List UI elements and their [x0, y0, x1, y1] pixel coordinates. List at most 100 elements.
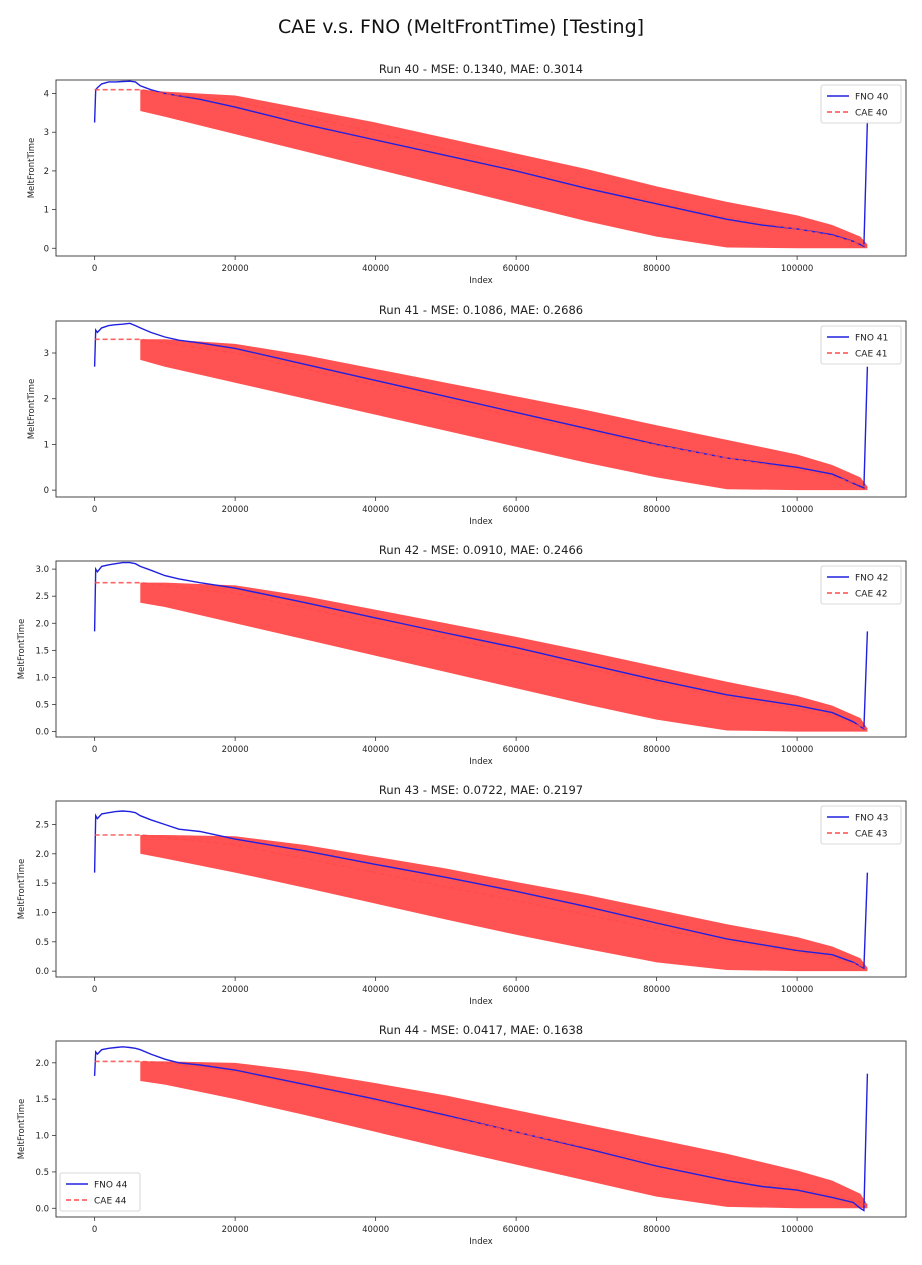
y-tick-label: 0.5 [35, 701, 49, 711]
series-line-cae [94, 338, 868, 489]
x-tick-label: 40000 [362, 745, 389, 755]
y-tick-label: 0 [44, 486, 49, 496]
plot-area [93, 561, 869, 732]
x-tick-label: 100000 [781, 985, 813, 995]
x-tick-label: 0 [92, 745, 97, 755]
axes-frame [55, 320, 907, 498]
subplot-title: Run 44 - MSE: 0.0417, MAE: 0.1638 [379, 1023, 583, 1037]
y-tick-label: 4 [44, 90, 49, 100]
x-tick-label: 100000 [781, 745, 813, 755]
y-tick-label: 0 [44, 244, 49, 254]
cae-band [140, 339, 868, 491]
x-tick-label: 40000 [362, 264, 389, 274]
x-tick-label: 80000 [643, 264, 670, 274]
legend-box [820, 565, 902, 605]
x-axis-label: Index [469, 757, 492, 767]
y-axis-label: MeltFrontTime [27, 379, 37, 440]
x-tick-label: 100000 [781, 264, 813, 274]
cae-band [140, 582, 868, 732]
y-axis-label: MeltFrontTime [27, 138, 37, 199]
subplot-2: Run 42 - MSE: 0.0910, MAE: 0.2466 0 20000 4… [17, 543, 907, 767]
x-tick-label: 20000 [222, 505, 249, 515]
y-axis-label: MeltFrontTime [17, 859, 27, 920]
legend-label: CAE 42 [855, 590, 887, 600]
plot-area [93, 322, 869, 491]
x-tick-label: 60000 [503, 745, 530, 755]
series-line-fno [93, 322, 869, 489]
y-tick-label: 1.5 [35, 646, 49, 656]
legend-label: CAE 40 [855, 109, 888, 119]
x-tick-label: 0 [92, 505, 97, 515]
y-tick-label: 1 [44, 206, 49, 216]
legend: FNO 40 CAE 40 [820, 84, 902, 124]
x-tick-label: 0 [92, 985, 97, 995]
y-tick-label: 2.5 [35, 820, 49, 830]
x-axis-label: Index [469, 997, 492, 1007]
plot-area [93, 80, 869, 249]
x-tick-label: 40000 [362, 505, 389, 515]
y-tick-label: 1.5 [35, 879, 49, 889]
x-tick-label: 20000 [222, 985, 249, 995]
legend: FNO 41 CAE 41 [820, 325, 902, 365]
series-line-fno [93, 1046, 869, 1212]
x-tick-label: 60000 [503, 264, 530, 274]
y-tick-label: 2.5 [35, 592, 49, 602]
series-line-fno [93, 561, 869, 731]
subplot-3: Run 43 - MSE: 0.0722, MAE: 0.2197 0 20000 4… [17, 783, 907, 1007]
legend-label: CAE 41 [855, 350, 887, 360]
y-tick-label: 0.0 [35, 1204, 49, 1214]
x-tick-label: 20000 [222, 264, 249, 274]
x-axis-label: Index [469, 1237, 492, 1247]
y-axis-label: MeltFrontTime [17, 619, 27, 680]
legend-label: FNO 41 [855, 334, 888, 344]
legend-label: CAE 43 [855, 830, 887, 840]
x-tick-label: 40000 [362, 1225, 389, 1235]
y-tick-label: 0.5 [35, 1168, 49, 1178]
x-tick-label: 80000 [643, 1225, 670, 1235]
y-tick-label: 1.0 [35, 1132, 49, 1142]
plot-area [93, 810, 869, 972]
axes-frame [55, 79, 907, 257]
x-tick-label: 20000 [222, 1225, 249, 1235]
y-tick-label: 3.0 [35, 565, 49, 575]
y-axis-label: MeltFrontTime [17, 1099, 27, 1160]
x-tick-label: 60000 [503, 505, 530, 515]
x-tick-label: 100000 [781, 1225, 813, 1235]
y-tick-label: 0.0 [35, 967, 49, 977]
x-tick-label: 80000 [643, 745, 670, 755]
legend-label: FNO 40 [855, 93, 889, 103]
subplot-0: Run 40 - MSE: 0.1340, MAE: 0.3014 0 20000 4… [27, 62, 907, 286]
axes-frame [55, 800, 907, 978]
axes-frame [55, 560, 907, 738]
y-tick-label: 2 [44, 395, 49, 405]
cae-band [140, 835, 868, 972]
series-line-cae [94, 581, 868, 731]
legend-label: CAE 44 [94, 1197, 127, 1207]
x-axis-label: Index [469, 517, 492, 527]
y-tick-label: 2.0 [35, 619, 49, 629]
y-tick-label: 2 [44, 167, 49, 177]
x-tick-label: 80000 [643, 985, 670, 995]
x-tick-label: 0 [92, 1225, 97, 1235]
x-tick-label: 60000 [503, 1225, 530, 1235]
subplot-title: Run 41 - MSE: 0.1086, MAE: 0.2686 [379, 303, 583, 317]
x-tick-label: 0 [92, 264, 97, 274]
subplot-1: Run 41 - MSE: 0.1086, MAE: 0.2686 0 20000 4… [27, 303, 907, 527]
figure-title: CAE v.s. FNO (MeltFrontTime) [Testing] [277, 16, 645, 38]
x-tick-label: 80000 [643, 505, 670, 515]
x-axis-label: Index [469, 276, 492, 286]
series-line-fno [93, 810, 869, 970]
series-line-cae [94, 834, 868, 970]
x-tick-label: 60000 [503, 985, 530, 995]
legend-label: FNO 42 [855, 574, 888, 584]
legend-box [59, 1172, 141, 1212]
subplot-title: Run 40 - MSE: 0.1340, MAE: 0.3014 [379, 62, 583, 76]
legend-box [820, 84, 902, 124]
subplot-4: Run 44 - MSE: 0.0417, MAE: 0.1638 0 20000 4… [17, 1023, 907, 1247]
legend-box [820, 805, 902, 845]
series-line-cae [94, 1060, 868, 1207]
y-tick-label: 2.0 [35, 850, 49, 860]
y-tick-label: 3 [44, 349, 49, 359]
